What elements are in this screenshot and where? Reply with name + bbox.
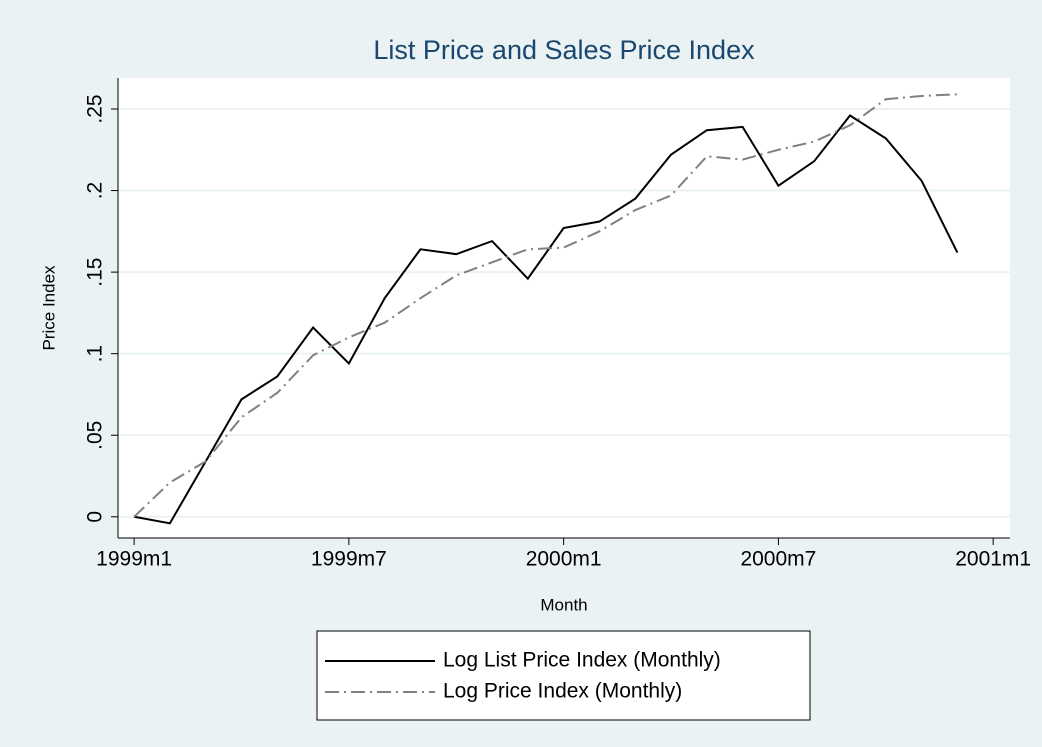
x-tick-label: 2000m1	[526, 548, 602, 571]
series-line	[133, 93, 958, 518]
y-tick-label: .05	[84, 421, 107, 450]
x-tick-label: 1999m1	[96, 548, 172, 571]
y-tick-label: .1	[84, 345, 107, 363]
x-tick-label: 2001m1	[955, 548, 1031, 571]
y-tick-label: 0	[84, 511, 107, 523]
legend-box	[316, 630, 811, 721]
legend-label: Log Price Index (Monthly)	[443, 680, 682, 703]
y-tick-label: .15	[84, 258, 107, 287]
x-axis-title: Month	[540, 595, 587, 614]
y-tick-label: .25	[84, 94, 107, 123]
x-tick-label: 1999m7	[311, 548, 387, 571]
y-axis-title: Price Index	[39, 265, 58, 351]
series-line	[133, 114, 959, 525]
legend-label: Log List Price Index (Monthly)	[443, 649, 721, 672]
x-tick-label: 2000m7	[740, 548, 816, 571]
plot-area	[118, 78, 1010, 538]
y-tick-label: .2	[84, 182, 107, 200]
chart-title: List Price and Sales Price Index	[373, 35, 755, 65]
